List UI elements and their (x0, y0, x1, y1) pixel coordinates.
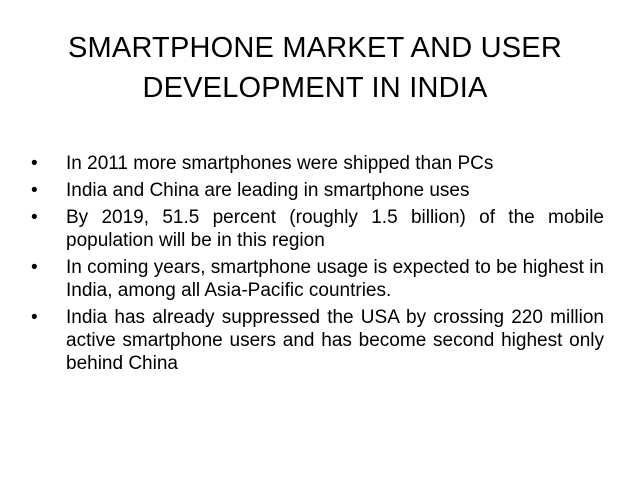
bullet-item: • By 2019, 51.5 percent (roughly 1.5 bil… (28, 206, 604, 252)
bullet-point-icon: • (31, 257, 38, 278)
bullet-item: • India has already suppressed the USA b… (28, 306, 604, 375)
bullet-item: • In 2011 more smartphones were shipped … (28, 152, 604, 175)
bullet-point-icon: • (31, 180, 38, 201)
bullet-item: • In coming years, smartphone usage is e… (28, 256, 604, 302)
bullet-point-icon: • (31, 153, 38, 174)
bullet-text: By 2019, 51.5 percent (roughly 1.5 billi… (66, 207, 604, 251)
title-line-1: SMARTPHONE MARKET AND USER (68, 32, 562, 64)
slide-title: SMARTPHONE MARKET AND USER DEVELOPMENT I… (30, 28, 600, 108)
bullet-text: In 2011 more smartphones were shipped th… (66, 153, 494, 174)
bullet-item: • India and China are leading in smartph… (28, 179, 604, 202)
title-line-2: DEVELOPMENT IN INDIA (142, 72, 488, 104)
bullet-point-icon: • (31, 307, 38, 328)
bullet-text: India and China are leading in smartphon… (66, 180, 470, 201)
bullet-point-icon: • (31, 207, 38, 228)
bullet-list: • In 2011 more smartphones were shipped … (28, 152, 604, 379)
bullet-text: In coming years, smartphone usage is exp… (66, 257, 604, 301)
bullet-text: India has already suppressed the USA by … (66, 307, 604, 374)
